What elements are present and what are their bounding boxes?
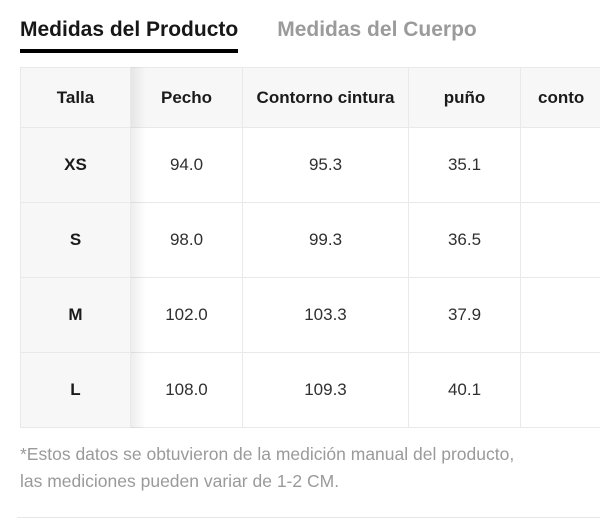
- tab-medidas-del-cuerpo[interactable]: Medidas del Cuerpo: [277, 18, 477, 41]
- size-table-scroll-area[interactable]: Talla Pecho Contorno cintura puño conto …: [20, 67, 600, 428]
- table-row-l: L 108.0 109.3 40.1: [20, 352, 600, 428]
- column-header-contorno-cintura: Contorno cintura: [242, 67, 409, 128]
- value-cell: [520, 352, 600, 428]
- size-cell: M: [20, 277, 131, 353]
- value-cell: 37.9: [408, 277, 521, 353]
- value-cell: 103.3: [242, 277, 409, 353]
- size-table: Talla Pecho Contorno cintura puño conto …: [20, 67, 600, 428]
- size-cell: XS: [20, 127, 131, 203]
- table-row-xs: XS 94.0 95.3 35.1: [20, 127, 600, 203]
- tab-medidas-del-producto[interactable]: Medidas del Producto: [20, 17, 239, 53]
- value-cell: 108.0: [130, 352, 243, 428]
- size-cell: S: [20, 202, 131, 278]
- value-cell: 36.5: [408, 202, 521, 278]
- value-cell: 98.0: [130, 202, 243, 278]
- value-cell: [520, 127, 600, 203]
- column-header-pecho: Pecho: [130, 67, 243, 128]
- value-cell: [520, 277, 600, 353]
- value-cell: 40.1: [408, 352, 521, 428]
- column-header-talla: Talla: [20, 67, 131, 128]
- value-cell: 95.3: [242, 127, 409, 203]
- size-cell: L: [20, 352, 131, 428]
- table-header-row: Talla Pecho Contorno cintura puño conto: [20, 67, 600, 128]
- column-header-truncated: conto: [520, 67, 600, 128]
- table-row-m: M 102.0 103.3 37.9: [20, 277, 600, 353]
- disclaimer-line-2: las mediciones pueden variar de 1-2 CM.: [20, 471, 340, 491]
- disclaimer-line-1: *Estos datos se obtuvieron de la medició…: [20, 444, 515, 464]
- value-cell: 102.0: [130, 277, 243, 353]
- value-cell: 109.3: [242, 352, 409, 428]
- measurement-disclaimer: *Estos datos se obtuvieron de la medició…: [20, 441, 580, 495]
- column-header-puno: puño: [408, 67, 521, 128]
- value-cell: 99.3: [242, 202, 409, 278]
- value-cell: 35.1: [408, 127, 521, 203]
- table-row-s: S 98.0 99.3 36.5: [20, 202, 600, 278]
- size-chart-tabs: Medidas del Producto Medidas del Cuerpo: [0, 0, 600, 53]
- value-cell: [520, 202, 600, 278]
- value-cell: 94.0: [130, 127, 243, 203]
- bottom-divider: [17, 517, 600, 518]
